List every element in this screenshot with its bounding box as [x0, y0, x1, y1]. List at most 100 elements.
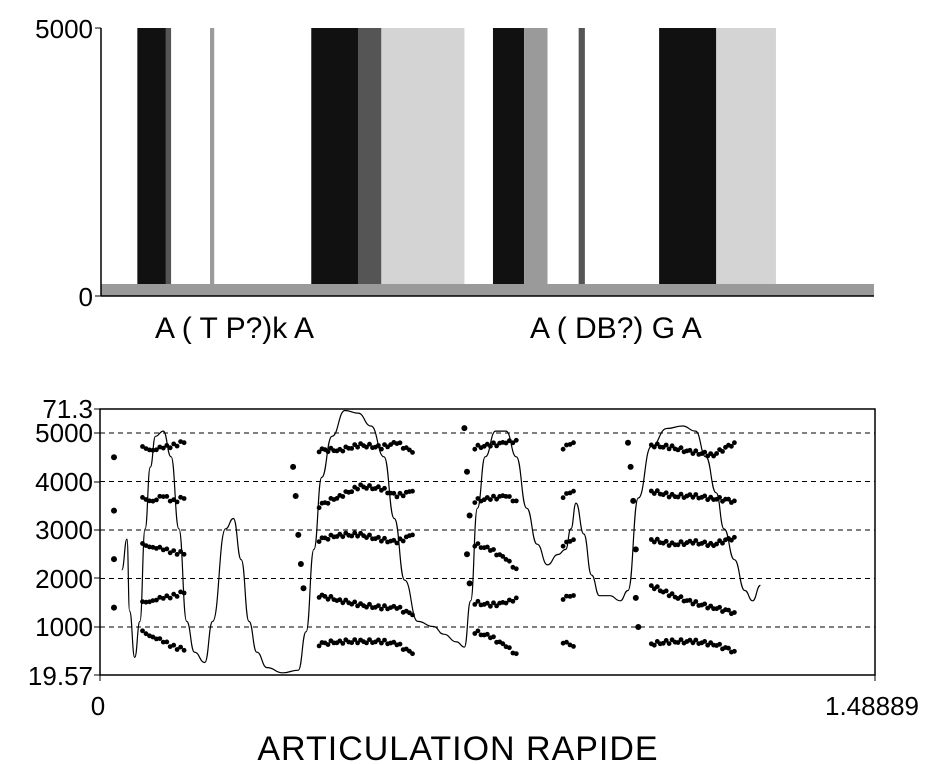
- formant-point-307: [560, 446, 566, 452]
- formant-point-475: [627, 463, 634, 470]
- formant-point-294: [513, 437, 519, 443]
- formant-point-459: [732, 440, 737, 446]
- formant-point-466: [295, 531, 302, 538]
- formant-point-417: [693, 492, 699, 497]
- spectrogram-panel: 5000 0 A ( T P?)k A A ( DB?) G A: [35, 14, 874, 345]
- formant-point-124: [397, 641, 403, 647]
- formant-point-461: [111, 507, 117, 514]
- formant-point-341: [726, 607, 731, 613]
- formant-point-460: [111, 454, 117, 461]
- formant-point-320: [663, 588, 669, 594]
- formant-point-446: [693, 448, 699, 454]
- formant-point-359: [693, 637, 699, 643]
- formant-point-43: [154, 497, 159, 503]
- formant-point-204: [349, 446, 355, 451]
- formant-point-206: [355, 444, 360, 450]
- formant-point-277: [503, 494, 509, 499]
- y-label-4000: 4000: [35, 467, 93, 497]
- formant-point-192: [410, 488, 415, 494]
- formant-point-374: [651, 539, 657, 545]
- formant-point-60: [167, 445, 173, 451]
- formant-point-174: [355, 486, 360, 492]
- formant-point-333: [702, 601, 708, 607]
- formant-point-51: [181, 496, 187, 501]
- formant-point-9: [171, 642, 177, 648]
- formant-point-322: [669, 591, 675, 597]
- formant-point-463: [111, 604, 117, 611]
- y-label-2000: 2000: [35, 564, 93, 594]
- formant-point-118: [379, 640, 384, 646]
- formant-point-303: [560, 495, 566, 501]
- formant-point-397: [720, 540, 725, 546]
- formant-points: [111, 425, 737, 657]
- formant-point-478: [632, 594, 639, 601]
- formant-point-272: [488, 497, 493, 502]
- spectrogram-band-2: [210, 28, 215, 296]
- formant-point-169: [340, 494, 346, 499]
- formant-point-420: [702, 493, 708, 499]
- x-tick-label-end: 1.48889: [825, 691, 919, 721]
- formant-point-428: [726, 496, 731, 502]
- formant-point-229: [484, 600, 490, 606]
- formant-point-370: [726, 645, 731, 651]
- formant-point-177: [364, 486, 369, 491]
- formant-point-231: [491, 600, 496, 606]
- formant-point-315: [648, 583, 654, 588]
- formant-point-471: [466, 512, 473, 519]
- formant-point-160: [410, 532, 415, 538]
- formant-point-230: [488, 603, 493, 609]
- formant-point-477: [632, 546, 639, 553]
- formant-point-87: [382, 603, 387, 609]
- spectrogram-band-5: [381, 28, 465, 296]
- formant-point-31: [157, 544, 163, 550]
- formant-gridlines: [100, 432, 875, 628]
- formant-point-273: [491, 493, 496, 499]
- formant-point-252: [513, 651, 519, 657]
- formant-point-473: [466, 580, 473, 587]
- formant-point-210: [367, 441, 372, 447]
- formant-point-39: [140, 495, 145, 500]
- formant-point-142: [355, 533, 360, 539]
- formant-point-128: [410, 651, 415, 657]
- intensity-curve: [121, 409, 761, 674]
- formant-point-44: [157, 493, 163, 499]
- spectrogram-band-6: [492, 28, 525, 296]
- formant-point-281: [472, 446, 478, 452]
- formant-point-306: [571, 488, 576, 494]
- formant-point-193: [316, 449, 322, 455]
- spectrogram-band-9: [659, 28, 717, 296]
- formant-point-343: [732, 610, 737, 615]
- formant-point-278: [507, 494, 512, 499]
- formant-point-14: [143, 599, 149, 605]
- formant-point-382: [675, 542, 681, 548]
- figure-caption: ARTICULATION RAPIDE: [257, 730, 658, 764]
- formant-point-62: [174, 443, 180, 449]
- formant-point-401: [732, 534, 737, 540]
- formant-point-188: [397, 490, 403, 496]
- formant-point-100: [325, 642, 331, 647]
- formant-point-472: [464, 551, 470, 558]
- formant-point-375: [654, 536, 660, 542]
- formant-point-469: [461, 425, 468, 432]
- formant-point-287: [491, 440, 496, 446]
- formant-point-3: [150, 634, 156, 640]
- formant-point-412: [678, 491, 684, 497]
- formant-point-404: [654, 488, 660, 494]
- formant-point-302: [571, 537, 576, 543]
- formant-point-72: [337, 597, 343, 603]
- formant-point-19: [160, 596, 166, 601]
- formant-point-257: [484, 544, 490, 550]
- formant-point-291: [503, 440, 509, 446]
- formant-point-69: [328, 594, 334, 599]
- formant-point-470: [464, 468, 470, 475]
- formant-point-235: [503, 600, 509, 606]
- formant-point-378: [663, 538, 669, 544]
- formant-point-97: [316, 643, 322, 649]
- formant-point-226: [475, 598, 481, 604]
- formant-point-201: [340, 448, 346, 454]
- formant-point-119: [382, 637, 387, 643]
- formant-point-240: [475, 628, 481, 634]
- formant-point-45: [160, 494, 166, 499]
- formant-point-330: [693, 599, 699, 604]
